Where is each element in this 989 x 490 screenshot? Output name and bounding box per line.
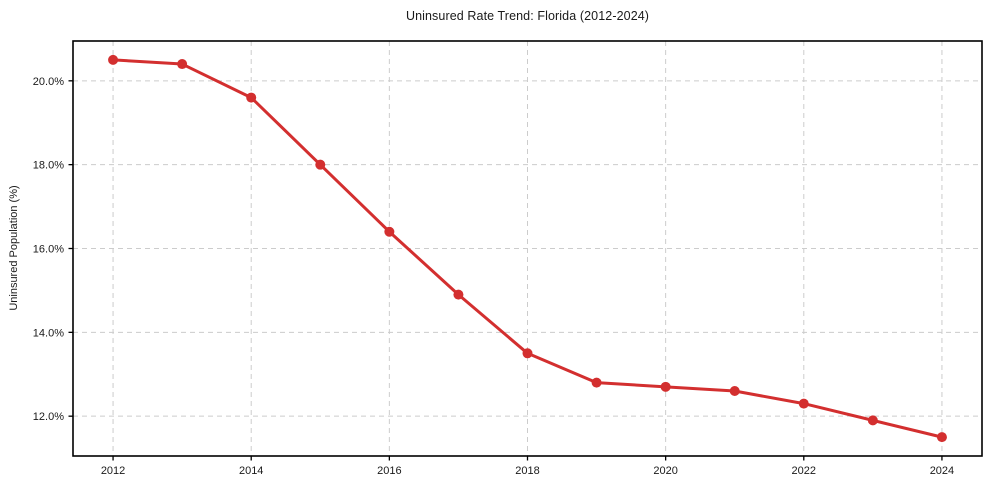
data-point [522, 348, 533, 359]
data-point [798, 398, 809, 409]
x-tick-label: 2016 [377, 465, 401, 477]
plot-frame [72, 40, 983, 457]
data-point [729, 386, 740, 397]
data-point [660, 381, 671, 392]
data-point [591, 377, 602, 388]
y-tick-label: 18.0% [33, 160, 64, 172]
x-tick-label: 2018 [515, 465, 539, 477]
y-tick-label: 12.0% [33, 411, 64, 423]
data-point [177, 59, 188, 70]
data-point [936, 432, 947, 443]
x-tick-label: 2012 [101, 465, 125, 477]
x-tick-label: 2022 [792, 465, 816, 477]
chart-title: Uninsured Rate Trend: Florida (2012-2024… [405, 9, 650, 23]
data-point [108, 54, 119, 65]
data-point [384, 226, 395, 237]
y-tick-label: 14.0% [33, 327, 64, 339]
y-tick-label: 20.0% [33, 76, 64, 88]
y-tick-label: 16.0% [33, 244, 64, 256]
data-point [315, 159, 326, 170]
data-point [453, 289, 464, 300]
data-point [246, 92, 257, 103]
x-tick-label: 2014 [239, 465, 263, 477]
x-tick-label: 2020 [653, 465, 677, 477]
x-tick-label: 2024 [930, 465, 954, 477]
data-point [867, 415, 878, 426]
